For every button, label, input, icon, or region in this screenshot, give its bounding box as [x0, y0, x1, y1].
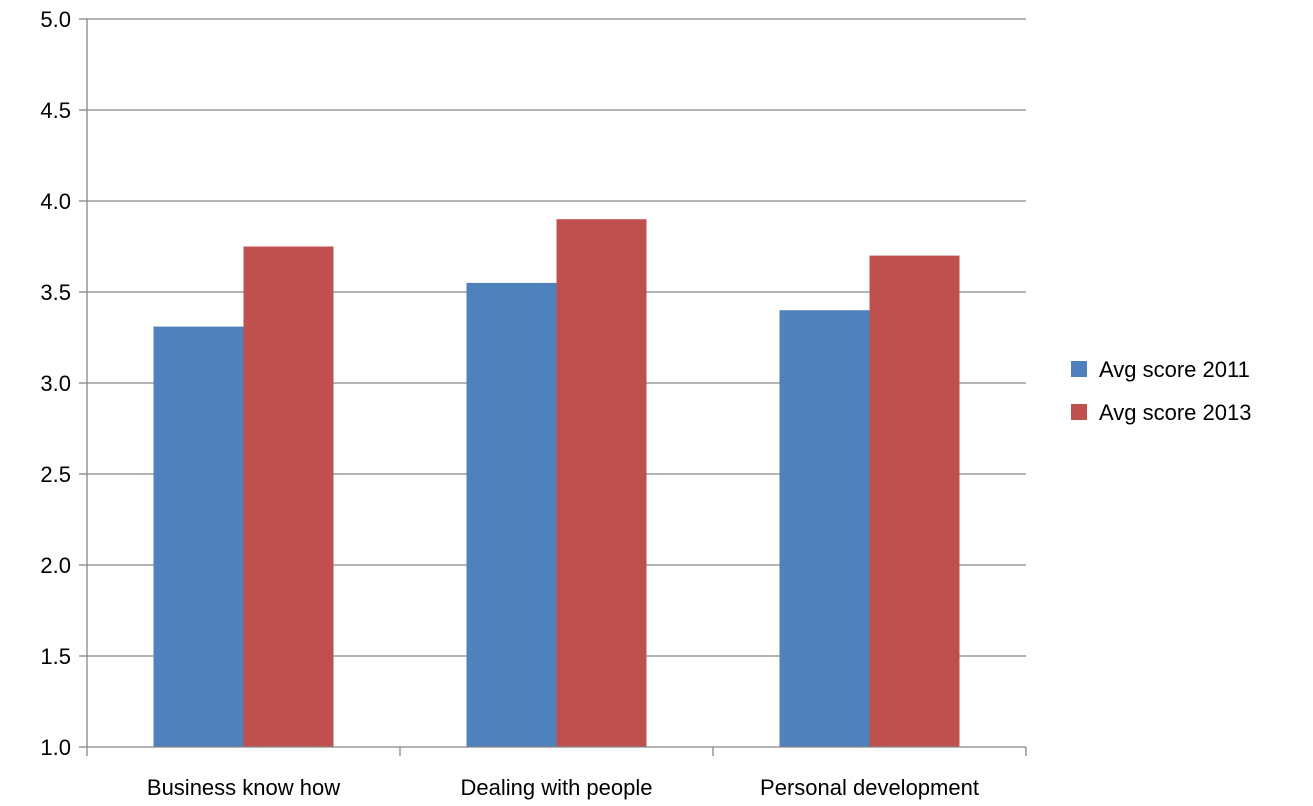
y-tick-label: 4.0	[40, 189, 71, 214]
bar-2011-2	[780, 310, 870, 747]
bar-2013-1	[557, 219, 647, 747]
x-category-label: Business know how	[147, 775, 340, 800]
bar-2011-0	[154, 327, 244, 747]
y-tick-label: 4.5	[40, 98, 71, 123]
y-tick-label: 1.5	[40, 644, 71, 669]
bars	[154, 219, 960, 747]
x-category-label: Personal development	[760, 775, 979, 800]
y-tick-label: 2.5	[40, 462, 71, 487]
legend-swatch	[1071, 361, 1087, 377]
x-category-label: Dealing with people	[460, 775, 652, 800]
bar-2013-0	[244, 247, 334, 748]
y-tick-label: 3.5	[40, 280, 71, 305]
bar-2011-1	[467, 283, 557, 747]
bar-2013-2	[870, 256, 960, 747]
legend-swatch	[1071, 404, 1087, 420]
legend-label: Avg score 2011	[1099, 357, 1250, 382]
y-tick-label: 2.0	[40, 553, 71, 578]
legend-label: Avg score 2013	[1099, 400, 1251, 425]
y-tick-label: 3.0	[40, 371, 71, 396]
y-tick-label: 5.0	[40, 7, 71, 32]
y-tick-label: 1.0	[40, 735, 71, 760]
legend: Avg score 2011 Avg score 2013	[1071, 357, 1251, 425]
